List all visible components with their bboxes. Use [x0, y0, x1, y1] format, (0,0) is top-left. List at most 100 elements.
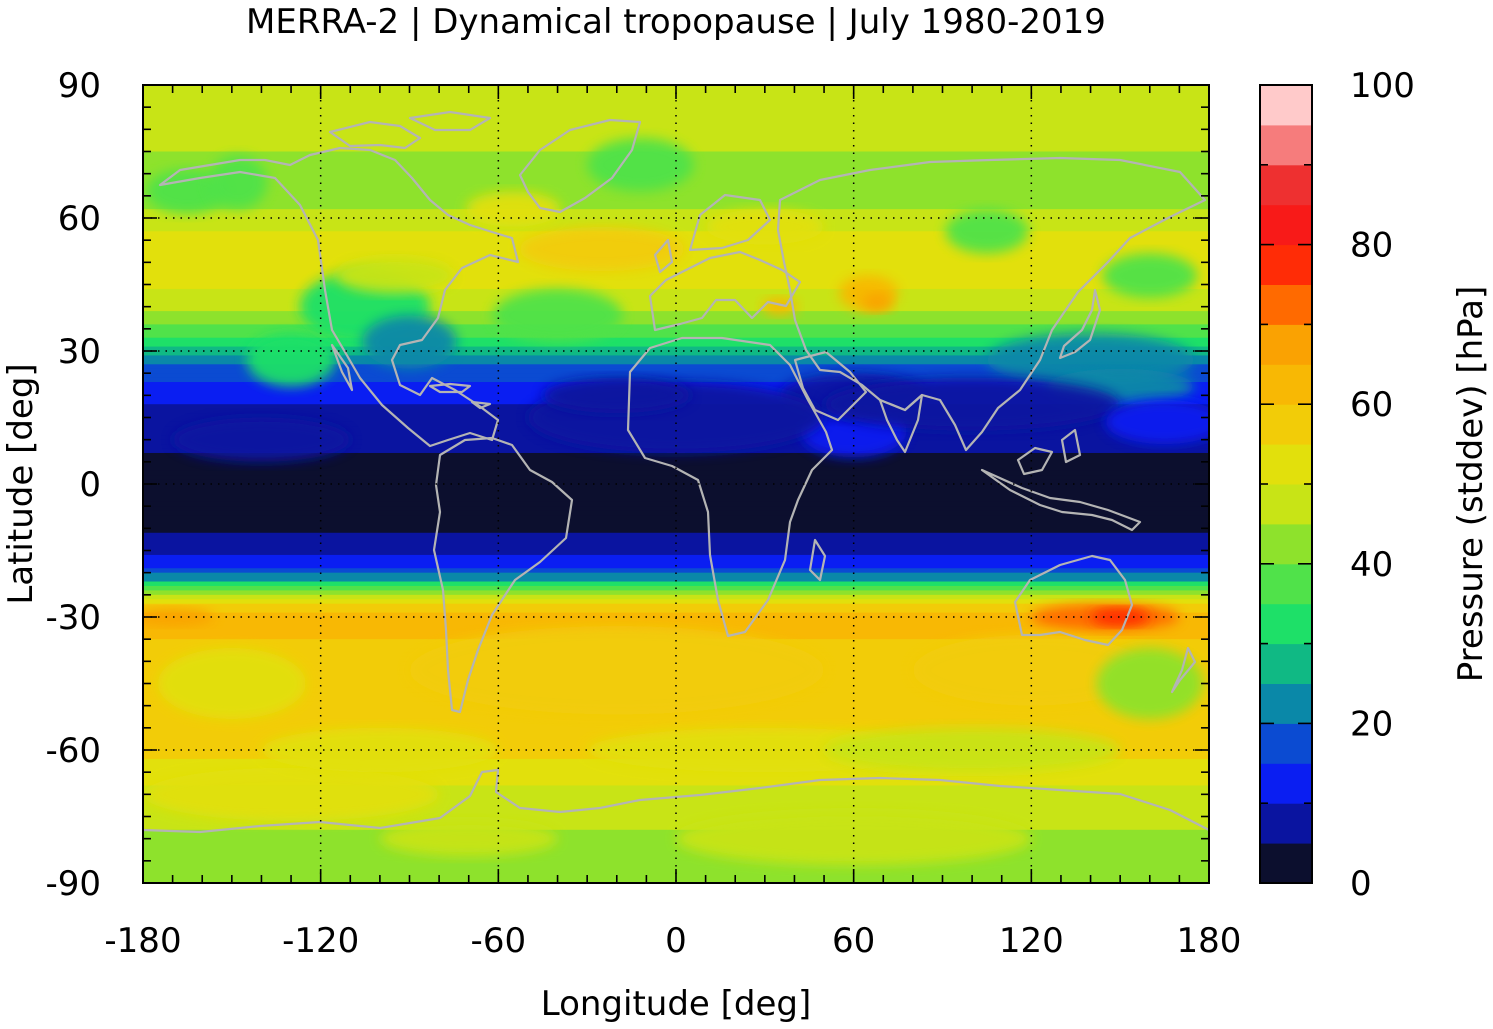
field-band	[143, 519, 1209, 525]
field-band	[143, 461, 1209, 467]
field-band	[143, 523, 1209, 529]
field-band	[143, 342, 1209, 348]
colorbar-swatch	[1260, 683, 1312, 724]
field-band	[143, 843, 1209, 849]
field-band	[143, 470, 1209, 476]
coastline-indonesia	[980, 428, 1142, 532]
field-band	[143, 541, 1209, 547]
field-band	[143, 138, 1209, 144]
colorbar-tick-label: 100	[1350, 66, 1415, 106]
y-tick-label: 0	[79, 465, 101, 505]
field-patch	[824, 377, 1121, 431]
field-band	[143, 479, 1209, 485]
field-patch	[157, 648, 306, 719]
field-band	[143, 484, 1209, 490]
coastline-india	[878, 393, 924, 454]
colorbar: 0 20 40 60 80 100 Pressure (stddev) [hPa]	[1259, 66, 1491, 904]
colorbar-swatch	[1260, 244, 1312, 285]
field-patch	[587, 138, 694, 192]
colorbar-tick-label: 60	[1350, 385, 1393, 425]
coastline-europe	[648, 250, 802, 332]
field-band	[143, 785, 1209, 791]
field-patch	[492, 288, 623, 343]
field-band	[143, 359, 1209, 365]
field-band	[143, 452, 1209, 458]
field-band	[143, 191, 1209, 197]
field-patch	[379, 820, 558, 857]
field-band	[143, 617, 1209, 623]
field-band	[143, 537, 1209, 543]
field-band	[143, 351, 1209, 357]
field-band	[143, 718, 1209, 724]
field-patch	[824, 727, 1121, 773]
colorbar-swatch	[1260, 444, 1312, 485]
field-band	[143, 204, 1209, 210]
field-band	[143, 284, 1209, 290]
field-patch	[1090, 608, 1150, 626]
colorbar-swatch	[1260, 364, 1312, 405]
field-band	[143, 111, 1209, 117]
colorbar-swatch	[1260, 523, 1312, 565]
field-band	[143, 116, 1209, 122]
coastline-british-isles	[653, 238, 674, 274]
field-band	[143, 528, 1209, 534]
colorbar-swatch	[1260, 843, 1312, 884]
y-tick-label: 30	[58, 332, 101, 372]
x-tick-label: 120	[999, 921, 1064, 961]
field-band	[143, 102, 1209, 108]
x-tick-label: -120	[282, 921, 359, 961]
field-band	[143, 377, 1209, 383]
colorbar-swatch	[1260, 85, 1312, 126]
colorbar-tick-label: 20	[1350, 704, 1393, 744]
x-axis-label: Longitude [deg]	[541, 984, 812, 1024]
field-band	[143, 568, 1209, 574]
field-band	[143, 838, 1209, 844]
colorbar-tick-label: 40	[1350, 545, 1393, 585]
colorbar-swatch	[1260, 563, 1312, 605]
coastline-caribbean	[428, 382, 492, 410]
field-band	[143, 475, 1209, 481]
field-band	[143, 324, 1209, 330]
field-band	[143, 767, 1209, 773]
colorbar-swatch	[1260, 643, 1312, 684]
x-tick-label: 0	[665, 921, 687, 961]
field-band	[143, 714, 1209, 720]
colorbar-swatch	[1260, 484, 1312, 525]
field-band	[143, 581, 1209, 587]
field-band	[143, 550, 1209, 556]
field-band	[143, 816, 1209, 822]
field-patch	[261, 727, 499, 773]
field-band	[143, 812, 1209, 818]
field-band	[143, 222, 1209, 228]
field-band	[143, 603, 1209, 609]
field-patch	[409, 625, 825, 715]
field-band	[143, 133, 1209, 139]
colorbar-swatch	[1260, 723, 1312, 764]
field-band	[143, 200, 1209, 206]
field-band	[143, 554, 1209, 560]
colorbar-swatch	[1260, 404, 1312, 445]
coastline-baja	[330, 343, 354, 392]
x-tick-label: -180	[104, 921, 181, 961]
coastline-antarctica	[143, 768, 1209, 834]
colorbar-swatch	[1260, 763, 1312, 804]
colorbar-swatch	[1260, 324, 1312, 365]
field-band	[143, 328, 1209, 334]
y-axis-label: Latitude [deg]	[1, 363, 41, 604]
colorbar-swatch	[1260, 803, 1312, 844]
field-band	[143, 798, 1209, 804]
grid-lines	[143, 85, 1209, 883]
field-patch	[143, 767, 440, 821]
field-band	[143, 231, 1209, 237]
field-band	[143, 213, 1209, 219]
y-tick-label: 60	[58, 199, 101, 239]
field-band	[143, 346, 1209, 352]
field-band	[143, 129, 1209, 135]
y-tick-label: -90	[45, 864, 101, 904]
field-band	[143, 621, 1209, 627]
field-band	[143, 776, 1209, 782]
field-band	[143, 457, 1209, 463]
coastline-arctic-islands	[328, 110, 492, 150]
field-band	[143, 319, 1209, 325]
x-tick-labels: -180 -120 -60 0 60 120 180	[104, 921, 1241, 961]
